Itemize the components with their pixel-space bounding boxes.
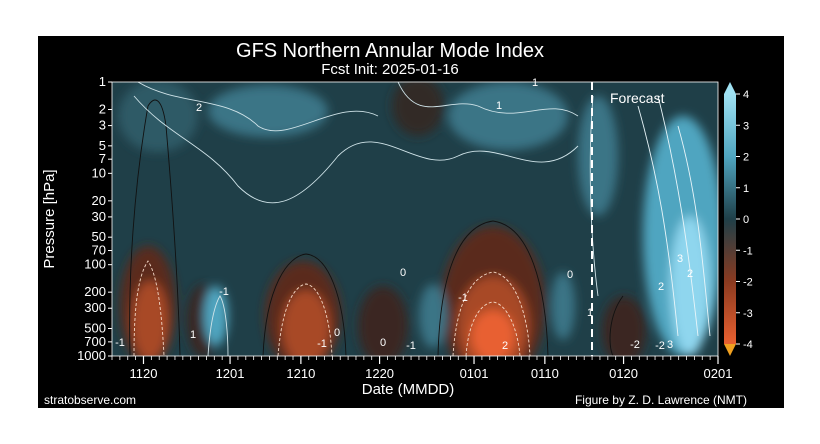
y-tick-label: 7 bbox=[99, 151, 106, 166]
contour-label: 1 bbox=[587, 307, 593, 319]
chart-subtitle: Fcst Init: 2025-01-16 bbox=[321, 61, 459, 78]
y-tick-label: 300 bbox=[84, 300, 106, 315]
y-axis-title: Pressure [hPa] bbox=[41, 169, 58, 268]
plot-frame bbox=[111, 81, 719, 357]
y-tick-label: 100 bbox=[84, 257, 106, 272]
colorbar-tick-label: -4 bbox=[743, 339, 753, 351]
y-tick-label: 1000 bbox=[77, 348, 106, 363]
x-tick-label: 1201 bbox=[216, 366, 245, 381]
y-tick-label: 1 bbox=[99, 74, 106, 89]
contour-label: 0 bbox=[334, 327, 340, 339]
contour-label: -2 bbox=[630, 339, 640, 351]
colorbar-top-arrow bbox=[724, 82, 736, 94]
colorbar-tick-label: 2 bbox=[743, 152, 749, 164]
y-tick-label: 30 bbox=[92, 209, 106, 224]
contour-lines bbox=[129, 82, 711, 356]
y-tick-label: 3 bbox=[99, 118, 106, 133]
colorbar-ticks: 4 3 2 1 0 -1 -2 -3 -4 bbox=[736, 89, 753, 351]
x-tick-label: 1120 bbox=[129, 366, 157, 381]
forecast-label: Forecast bbox=[610, 90, 665, 106]
colorbar-tick-label: -3 bbox=[743, 308, 753, 320]
contour-label: -1 bbox=[406, 340, 416, 352]
contour-label: 0 bbox=[567, 269, 573, 281]
contour-label: 3 bbox=[667, 339, 673, 351]
chart-title: GFS Northern Annular Mode Index bbox=[236, 40, 544, 62]
x-tick-label: 1220 bbox=[365, 366, 394, 381]
y-tick-label: 20 bbox=[92, 193, 106, 208]
colorbar-bottom-arrow bbox=[724, 344, 736, 356]
y-tick-label: 70 bbox=[92, 243, 106, 258]
y-tick-label: 500 bbox=[84, 321, 106, 336]
colorbar-tick-label: 3 bbox=[743, 120, 749, 132]
x-tick-label: 0101 bbox=[460, 366, 489, 381]
x-tick-label: 1210 bbox=[286, 366, 315, 381]
y-tick-label: 5 bbox=[99, 138, 106, 153]
y-tick-label: 10 bbox=[92, 165, 106, 180]
y-tick-label: 2 bbox=[99, 101, 106, 116]
contour-label: 0 bbox=[400, 267, 406, 279]
y-tick-label: 200 bbox=[84, 284, 106, 299]
nam-index-figure: GFS Northern Annular Mode Index Fcst Ini… bbox=[38, 36, 784, 408]
y-tick-label: 700 bbox=[84, 334, 106, 349]
contour-label: -2 bbox=[655, 340, 665, 352]
chart-svg: GFS Northern Annular Mode Index Fcst Ini… bbox=[41, 40, 753, 407]
contour-label: -1 bbox=[219, 286, 229, 298]
contour-label: 2 bbox=[687, 268, 693, 280]
contour-label: 1 bbox=[190, 329, 196, 341]
contour-label: 1 bbox=[532, 77, 538, 89]
contour-label: 0 bbox=[380, 337, 386, 349]
footer-right-credit: Figure by Z. D. Lawrence (NMT) bbox=[575, 393, 747, 407]
footer-left-credit: stratobserve.com bbox=[44, 393, 136, 407]
colorbar-tick-label: -1 bbox=[743, 245, 753, 257]
y-tick-label: 50 bbox=[92, 229, 106, 244]
colorbar-tick-label: 0 bbox=[743, 214, 749, 226]
x-tick-label: 0120 bbox=[609, 366, 638, 381]
colorbar-tick-label: 1 bbox=[743, 183, 749, 195]
x-axis: 1120 1201 1210 1220 0101 0110 0120 0201 bbox=[111, 356, 733, 381]
contour-label: -1 bbox=[115, 337, 125, 349]
contour-label: 2 bbox=[658, 281, 664, 293]
colorbar-gradient bbox=[724, 94, 736, 344]
colorbar-tick-label: 4 bbox=[743, 89, 749, 101]
colorbar-tick-label: -2 bbox=[743, 277, 753, 289]
contour-label: -1 bbox=[458, 292, 468, 304]
plot-area bbox=[112, 82, 718, 356]
contour-label: 2 bbox=[502, 340, 508, 352]
contour-label: 2 bbox=[196, 102, 202, 114]
x-tick-label: 0201 bbox=[704, 366, 733, 381]
x-axis-title: Date (MMDD) bbox=[362, 381, 455, 398]
x-tick-label: 0110 bbox=[531, 366, 559, 381]
colorbar: 4 3 2 1 0 -1 -2 -3 -4 bbox=[724, 82, 753, 356]
contour-label: 1 bbox=[496, 100, 502, 112]
contour-label: 3 bbox=[677, 253, 683, 265]
contour-label: -1 bbox=[317, 338, 327, 350]
